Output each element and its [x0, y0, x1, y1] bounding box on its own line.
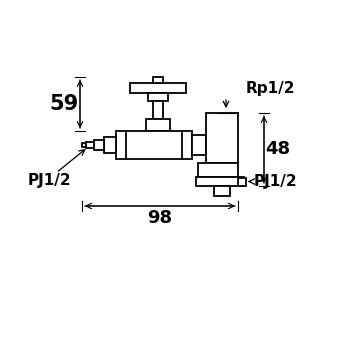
Bar	[238, 177, 246, 186]
Bar	[130, 83, 186, 93]
Bar	[196, 177, 244, 186]
Text: PJ1/2: PJ1/2	[28, 174, 72, 189]
Bar	[214, 186, 230, 196]
Text: 59: 59	[49, 94, 79, 114]
Bar	[104, 137, 116, 153]
Bar	[153, 101, 163, 119]
Text: 98: 98	[147, 209, 173, 227]
Bar	[116, 131, 192, 159]
Bar	[192, 135, 206, 155]
Bar	[94, 140, 104, 150]
Bar	[146, 119, 170, 131]
Bar	[82, 143, 86, 147]
Text: Rp1/2: Rp1/2	[246, 82, 295, 97]
Bar	[86, 142, 94, 148]
Text: PJ1/2: PJ1/2	[254, 174, 298, 189]
Text: 48: 48	[265, 140, 290, 159]
Bar	[198, 163, 238, 177]
Bar	[153, 77, 163, 83]
Bar	[148, 93, 168, 101]
Bar	[206, 113, 238, 163]
